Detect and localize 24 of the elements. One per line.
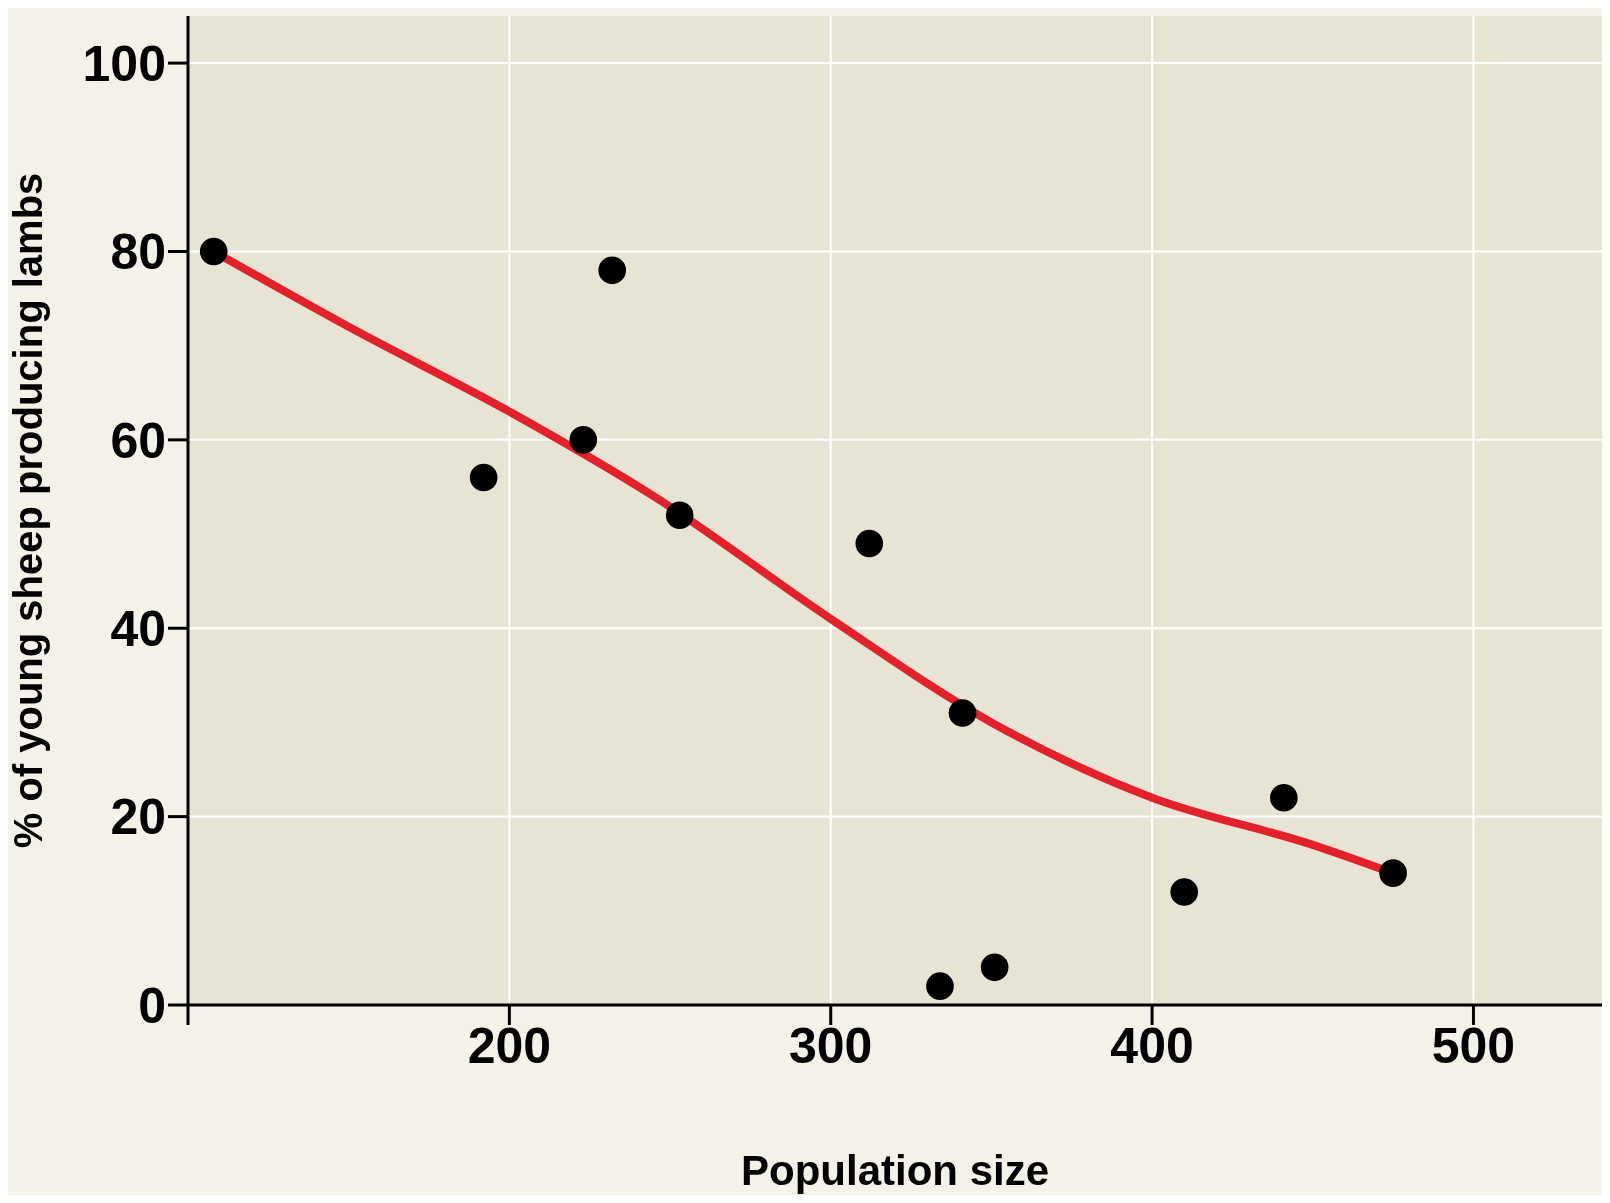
- point: [199, 237, 228, 266]
- point: [665, 501, 694, 529]
- y-tick-label: 0: [138, 977, 166, 1034]
- y-tick-label: 20: [110, 789, 166, 846]
- point: [926, 972, 954, 1000]
- y-axis-title: % of young sheep producing lambs: [6, 172, 51, 849]
- point: [1379, 859, 1407, 887]
- x-tick-label: 400: [1110, 1017, 1194, 1074]
- x-tick-label: 300: [789, 1017, 873, 1074]
- x-axis-title: Population size: [740, 1147, 1050, 1194]
- y-tick-label: 100: [82, 35, 166, 92]
- y-tick-label: 60: [110, 412, 166, 469]
- point: [855, 529, 884, 558]
- y-tick-label: 40: [110, 600, 166, 657]
- point: [948, 699, 977, 727]
- point: [1170, 878, 1199, 906]
- x-tick-label: 200: [467, 1017, 552, 1074]
- point: [469, 463, 498, 492]
- point: [1270, 783, 1298, 812]
- y-tick-label: 80: [110, 224, 166, 281]
- x-tick-label: 500: [1431, 1017, 1516, 1074]
- point: [980, 953, 1009, 982]
- point: [598, 256, 627, 285]
- point: [569, 426, 598, 454]
